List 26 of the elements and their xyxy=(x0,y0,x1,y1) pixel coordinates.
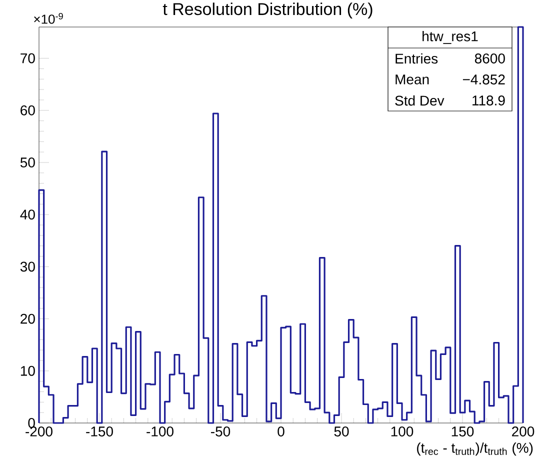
x-tick-label: 200 xyxy=(512,426,534,436)
y-tick-label: 40 xyxy=(20,210,35,220)
text: ×10$^{-9}$ xyxy=(34,12,63,24)
annotation: Std Dev xyxy=(395,95,444,106)
y-tick-label: 30 xyxy=(20,262,35,272)
annotation: Entries xyxy=(396,53,438,64)
x-tick-label: 0 xyxy=(278,426,284,436)
annotation: −4.852 xyxy=(462,74,505,84)
y-tick-label: 20 xyxy=(20,314,35,324)
y-tick-label: 50 xyxy=(20,158,35,168)
x-tick-label: 150 xyxy=(452,426,474,436)
y-tick-label: 10 xyxy=(20,366,35,376)
annotation: 8600 xyxy=(474,54,505,64)
x-tick-label: -100 xyxy=(146,426,174,436)
x-tick-label: 100 xyxy=(391,426,414,436)
chart-title: t Resolution Distribution (%) xyxy=(162,2,372,18)
annotation: 118.9 xyxy=(472,96,505,106)
y-tick-label: 70 xyxy=(20,53,35,64)
x-tick-label: 50 xyxy=(334,426,349,436)
x-tick-label: -150 xyxy=(86,426,113,436)
x-axis-title: (t$_{rec}$ - t$_{truth}$)/t$_{truth}$ (%) xyxy=(417,442,533,456)
annotation: Mean xyxy=(396,74,429,84)
x-tick-label: -200 xyxy=(26,426,52,436)
y-tick-label: 60 xyxy=(20,105,35,116)
annotation: htw_res1 xyxy=(422,31,478,44)
x-tick-label: -50 xyxy=(211,426,230,436)
